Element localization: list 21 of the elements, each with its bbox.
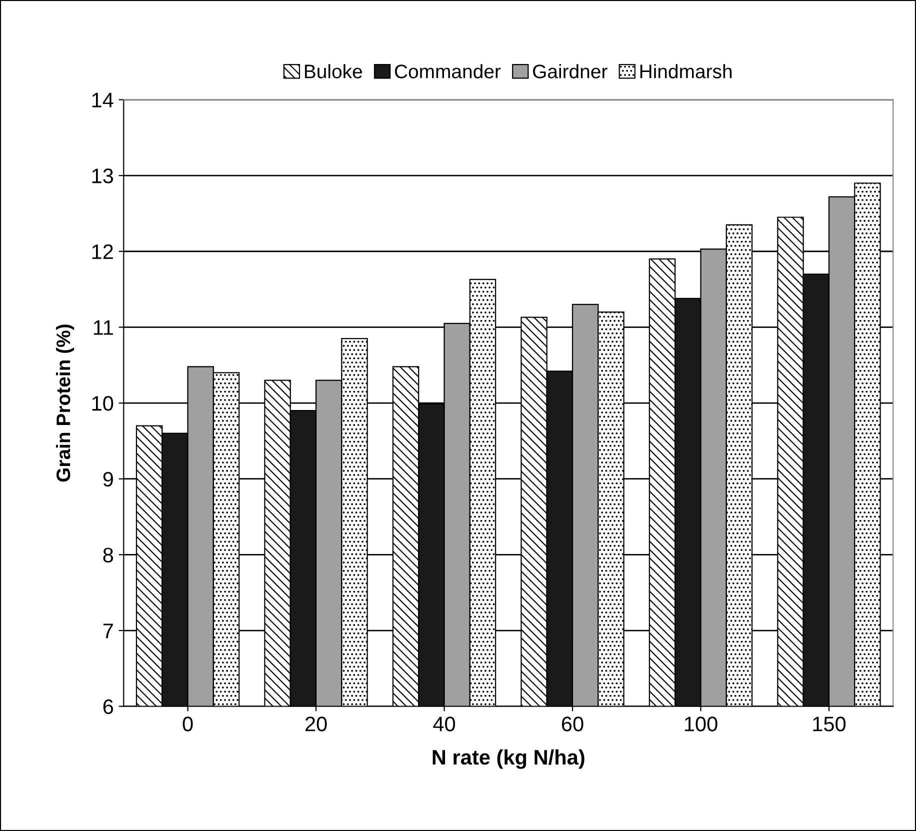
legend-label: Hindmarsh: [640, 64, 732, 78]
x-tick-label: 150: [813, 716, 846, 732]
y-tick-label: 10: [92, 396, 114, 411]
legend-label: Commander: [394, 64, 501, 78]
x-tick-label: 40: [433, 716, 456, 732]
x-tick-label: 60: [562, 716, 584, 732]
y-tick-label: 11: [94, 320, 113, 335]
y-axis-title: Grain Protein (%): [56, 324, 74, 482]
y-tick-label: 12: [92, 244, 113, 259]
y-tick-label: 9: [103, 472, 113, 487]
x-tick-label: 20: [305, 716, 327, 732]
y-tick-label: 6: [103, 699, 114, 714]
y-tick-label: 7: [103, 624, 113, 638]
legend-label: Buloke: [304, 64, 362, 78]
y-tick-label: 8: [103, 548, 114, 562]
x-axis-title: N rate (kg N/ha): [432, 749, 584, 769]
x-tick-label: 0: [182, 716, 193, 732]
y-tick-label: 13: [92, 168, 114, 184]
legend-label: Gairdner: [533, 64, 608, 78]
x-tick-label: 100: [684, 716, 718, 732]
y-tick-label: 14: [92, 92, 114, 108]
